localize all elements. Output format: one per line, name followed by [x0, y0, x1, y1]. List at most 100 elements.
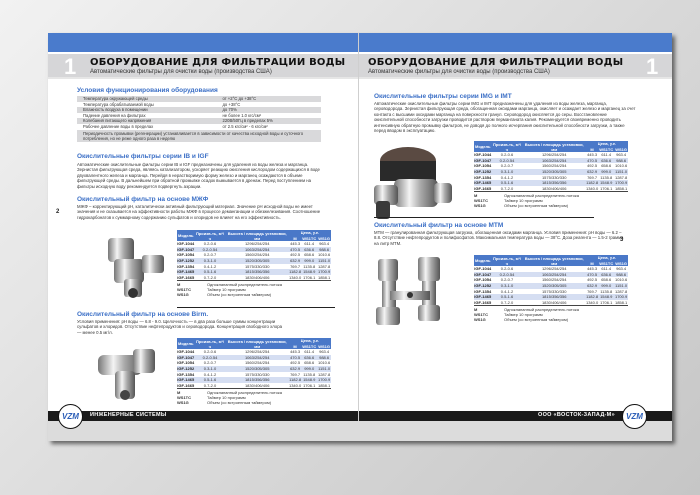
header-row: Модель Произв-ть, м³/ч Высота / площадь ус…: [177, 338, 331, 350]
note-key: M: [474, 307, 478, 313]
page-subtitle-left: Автоматические фильтры для очистки воды …: [90, 69, 272, 75]
table-cell: 1151.0: [614, 282, 628, 289]
table-cell: 963.4: [319, 349, 330, 355]
table-cell: 1287.8: [614, 174, 628, 180]
table-cell: IGF-1047: [474, 157, 492, 164]
table-row: IGF-1047 0.2-0.54 1063/254/254 470.5 636.6 98…: [474, 271, 628, 278]
table-row: IGF-1465 0.5-1.6 1815/356/356 1182.8 1548.9 1…: [474, 180, 628, 186]
table-row: IGF-1354 0.4-1.2 1575/330/330 769.7 1135.8 12…: [177, 264, 331, 270]
column-header-ws1tc: WS1TC: [301, 235, 318, 242]
table-row: IGF-1044 0.2-0.6 1296/254/254 445.3 611.4 963…: [177, 241, 331, 247]
note-text: Одноклапанный распределитель потока: [207, 282, 282, 288]
table-cell: 636.6: [301, 354, 318, 361]
ib-text: Автоматические окислительные фильтры сер…: [77, 162, 320, 189]
table-row: IGF-1047 0.2-0.54 1063/254/254 470.5 636.6 98…: [177, 246, 331, 253]
table-cell: 0.5-1.6: [491, 180, 523, 186]
table-cell: 1548.9: [598, 294, 615, 300]
table-cell: IGF-1047: [177, 246, 195, 253]
column-header-m: M: [585, 146, 599, 153]
table-cell: 1548.9: [598, 180, 615, 186]
note-item: WS1TC Таймер 10 программ: [177, 287, 331, 292]
table-cell: 611.4: [601, 152, 612, 158]
table-row: IGF-1054 0.2-0.7 1560/254/254 492.5 658.6 101…: [474, 163, 628, 169]
table-cell: 0.2-0.7: [500, 277, 514, 283]
table-cell: 470.5: [288, 354, 302, 361]
table-cell: 1182.8: [585, 294, 599, 300]
column-header-m: M: [288, 343, 302, 350]
table-row: IGF-1044 0.2-0.6 1296/254/254 445.3 611.4 963…: [177, 349, 331, 355]
section-number-left: 1: [64, 54, 77, 79]
note-text: Таймер 10 программ: [207, 287, 246, 293]
column-header-size: Высота / площадь установки, мм: [225, 338, 289, 350]
table-cell: 658.6: [304, 252, 315, 258]
table-row: IGF-1465 0.5-1.6 1815/356/356 1182.8 1548.9 1…: [177, 377, 331, 383]
table-cell: 0.2-0.6: [203, 241, 217, 247]
table-cell: 769.7: [587, 288, 598, 294]
table-cell: 1700.9: [317, 269, 331, 275]
table-body: IGF-1044 0.2-0.6 1296/254/254 445.3 611.4 963…: [474, 152, 628, 193]
condition-value: от +2°С до +38°С: [216, 96, 321, 102]
table-cell: 963.4: [616, 152, 627, 158]
note-item: M Одноклапанный распределитель потока: [474, 193, 628, 198]
table-row: IGF-1047 0.2-0.54 1063/254/254 470.5 636.6 98…: [177, 354, 331, 361]
note-text: Таймер 10 программ: [207, 395, 246, 401]
note-key: WS1TC: [474, 312, 488, 318]
table-cell: 636.6: [301, 246, 318, 253]
note-item: M Одноклапанный распределитель потока: [177, 390, 331, 395]
table-cell: 0.3-1.0: [194, 365, 226, 372]
table-row: IGF-1044 0.2-0.6 1296/254/254 445.3 611.4 963…: [474, 266, 628, 272]
top-band: [48, 33, 672, 52]
table-cell: 0.7-2.0: [491, 299, 523, 307]
table-cell: 1575/330/330: [541, 174, 567, 180]
footer-bar-left: [48, 411, 358, 421]
column-header-flow: Произв-ть, м³/ч: [491, 141, 523, 153]
table-cell: 988.6: [317, 246, 331, 253]
table-cell: 1548.9: [301, 269, 318, 275]
note-text: Одноклапанный распределитель потока: [504, 307, 579, 313]
note-item: M Одноклапанный распределитель потока: [474, 307, 628, 312]
condition-row: Колебания питающего напряжения 220В/50Гц …: [77, 118, 321, 124]
condition-note: Периодичность промывки (регенерации) уст…: [77, 129, 321, 142]
table-cell: IGF-1252: [474, 168, 492, 175]
condition-row: Рабочее давление воды в пределах от 2.5 к…: [77, 124, 321, 130]
product-block-mzhf: Модель Произв-ть, м³/ч Высота / площадь ус…: [177, 230, 331, 297]
note-text: Одноклапанный распределитель потока: [504, 193, 579, 199]
table-body: IGF-1044 0.2-0.6 1296/254/254 445.3 611.4 963…: [177, 349, 331, 390]
table-cell: 1548.9: [301, 377, 318, 383]
note-key: M: [177, 282, 181, 288]
table-cell: 632.9: [288, 257, 302, 264]
product-table-mzhf: Модель Произв-ть, м³/ч Высота / площадь ус…: [177, 230, 331, 282]
table-row: IGF-1252 0.3-1.0 1520/305/305 632.9 999.0 115…: [177, 365, 331, 372]
note-text: Объем (со встроенным таймером): [504, 317, 569, 323]
table-cell: 1858.1: [614, 299, 628, 307]
table-cell: 0.2-0.7: [203, 360, 217, 366]
table-notes: M Одноклапанный распределитель потока WS1T…: [177, 282, 331, 297]
table-cell: IGF-1665: [177, 274, 195, 282]
column-header-m: M: [585, 260, 599, 267]
table-cell: IGF-1354: [177, 263, 195, 269]
table-cell: 0.7-2.0: [194, 382, 226, 390]
table-row: IGF-1047 0.2-0.54 1063/254/254 470.5 636.6 98…: [474, 157, 628, 164]
table-cell: 1010.6: [614, 163, 628, 169]
table-cell: 1340.0: [585, 299, 599, 307]
note-item: WS1G Объем (со встроенным таймером): [177, 400, 331, 405]
table-row: IGF-1665 0.7-2.0 1830/406/406 1340.0 1706.1 1…: [474, 299, 628, 307]
table-row: IGF-1054 0.2-0.7 1560/254/254 492.5 658.6 101…: [177, 252, 331, 258]
table-cell: 0.7-2.0: [491, 185, 523, 193]
divider: [374, 217, 594, 218]
table-cell: 1296/254/254: [541, 152, 567, 158]
conditions-heading: Условия функционирования оборудования: [77, 87, 218, 94]
page-number-left: 2: [56, 209, 60, 215]
table-cell: IGF-1354: [474, 288, 492, 294]
table-cell: IGF-1665: [177, 382, 195, 390]
product-table-mtm: Модель Произв-ть, м³/ч Высота / площадь ус…: [474, 255, 628, 307]
table-cell: 1560/254/254: [541, 163, 567, 169]
divider: [177, 307, 335, 308]
table-cell: IGF-1252: [177, 257, 195, 264]
table-cell: IGF-1465: [177, 269, 195, 275]
header-row: Модель Произв-ть, м³/ч Высота / площадь ус…: [474, 141, 628, 153]
header-row: Модель Произв-ть, м³/ч Высота / площадь ус…: [474, 255, 628, 267]
table-cell: 658.6: [601, 163, 612, 169]
table-cell: 1520/305/305: [522, 168, 586, 175]
table-cell: 0.2-0.6: [500, 152, 514, 158]
